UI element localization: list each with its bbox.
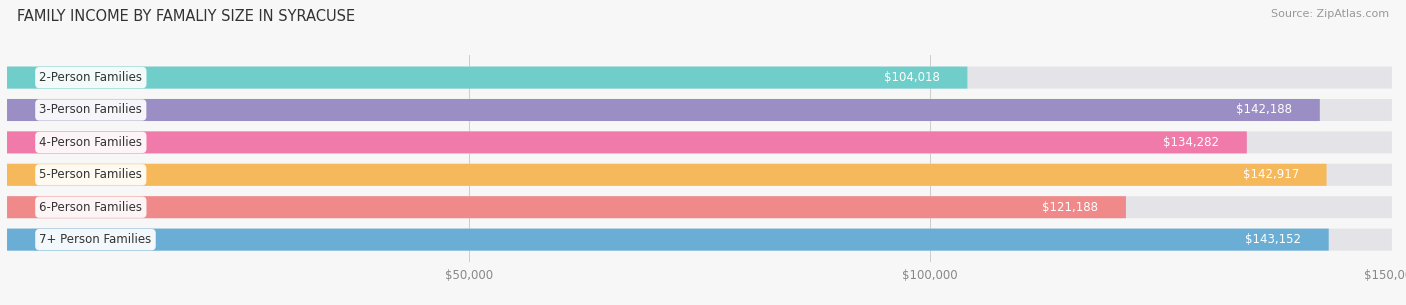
FancyBboxPatch shape xyxy=(7,164,1392,186)
FancyBboxPatch shape xyxy=(7,99,1392,121)
FancyBboxPatch shape xyxy=(7,196,1126,218)
Text: FAMILY INCOME BY FAMALIY SIZE IN SYRACUSE: FAMILY INCOME BY FAMALIY SIZE IN SYRACUS… xyxy=(17,9,354,24)
FancyBboxPatch shape xyxy=(7,66,967,88)
Text: Source: ZipAtlas.com: Source: ZipAtlas.com xyxy=(1271,9,1389,19)
FancyBboxPatch shape xyxy=(7,229,1392,251)
Text: 7+ Person Families: 7+ Person Families xyxy=(39,233,152,246)
Text: 4-Person Families: 4-Person Families xyxy=(39,136,142,149)
Text: 6-Person Families: 6-Person Families xyxy=(39,201,142,214)
FancyBboxPatch shape xyxy=(7,66,1392,88)
Text: $142,917: $142,917 xyxy=(1243,168,1299,181)
Text: $143,152: $143,152 xyxy=(1246,233,1301,246)
FancyBboxPatch shape xyxy=(7,164,1326,186)
Text: $134,282: $134,282 xyxy=(1163,136,1219,149)
FancyBboxPatch shape xyxy=(7,196,1392,218)
FancyBboxPatch shape xyxy=(7,131,1247,153)
Text: 5-Person Families: 5-Person Families xyxy=(39,168,142,181)
Text: $142,188: $142,188 xyxy=(1236,103,1292,117)
FancyBboxPatch shape xyxy=(7,229,1329,251)
Text: 2-Person Families: 2-Person Families xyxy=(39,71,142,84)
Text: 3-Person Families: 3-Person Families xyxy=(39,103,142,117)
FancyBboxPatch shape xyxy=(7,99,1320,121)
Text: $121,188: $121,188 xyxy=(1042,201,1098,214)
FancyBboxPatch shape xyxy=(7,131,1392,153)
Text: $104,018: $104,018 xyxy=(884,71,939,84)
